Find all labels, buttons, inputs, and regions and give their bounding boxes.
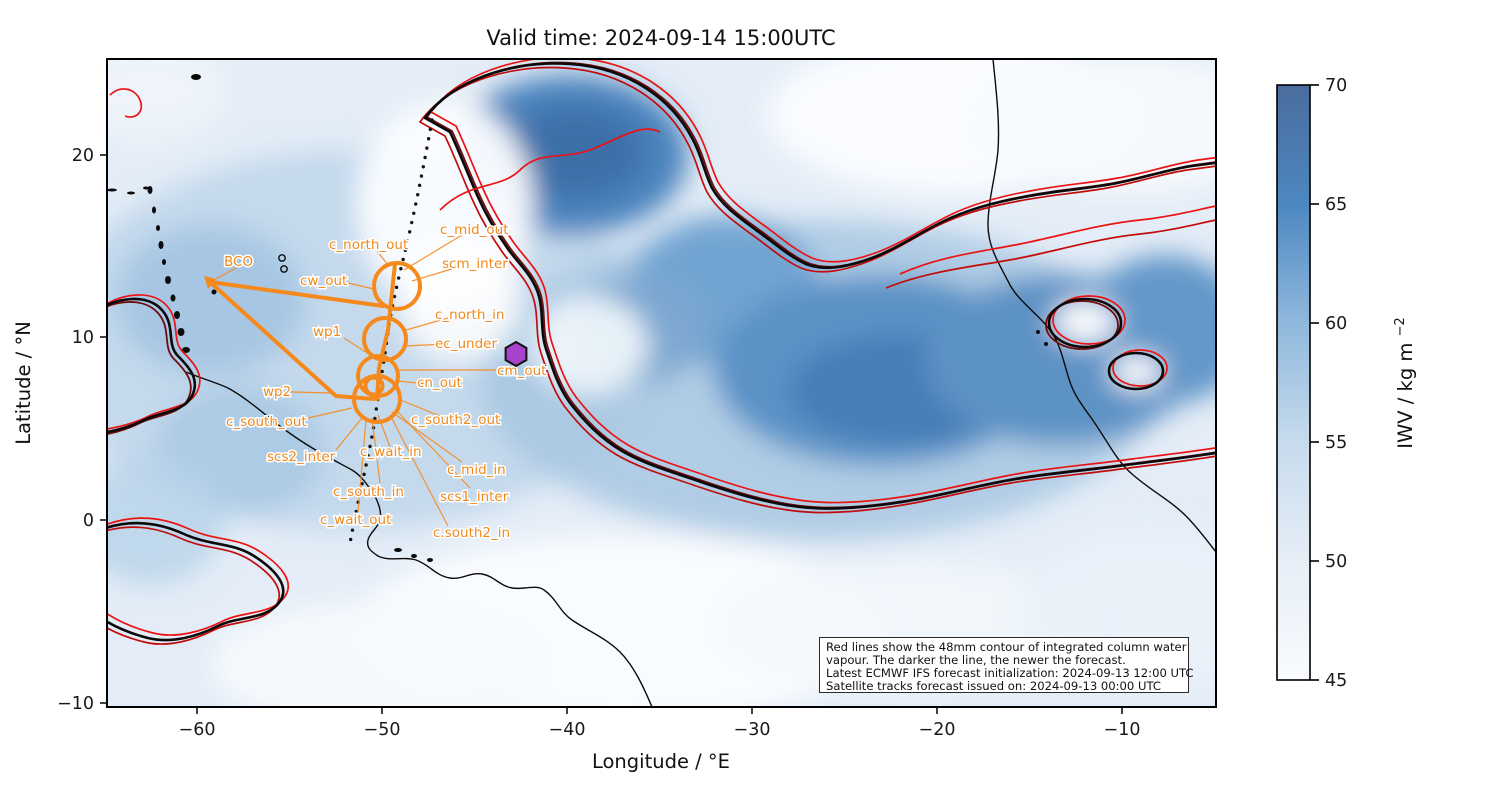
colorbar-label-main: IWV / kg m bbox=[1394, 343, 1417, 449]
waypoint-label-c-south-in: c_south_in bbox=[333, 484, 404, 500]
waypoint-label-cn-out: cn_out bbox=[417, 375, 462, 391]
x-axis bbox=[196, 707, 1123, 714]
waypoint-label-ec-under: ec_under bbox=[435, 336, 497, 352]
cb-tick-50: 50 bbox=[1325, 552, 1347, 572]
waypoint-label-c-north-in: c_north_in bbox=[435, 307, 504, 323]
cb-tick-70: 70 bbox=[1325, 76, 1347, 96]
x-tick--20: −20 bbox=[919, 720, 956, 740]
waypoint-labels: BCO cw_out c_north_out c_mid_out scm_int… bbox=[223, 221, 548, 543]
y-tick-20: 20 bbox=[72, 146, 94, 166]
flight-track bbox=[204, 234, 503, 527]
waypoint-label-wp1: wp1 bbox=[313, 324, 341, 340]
colorbar-ticks bbox=[1310, 84, 1319, 681]
waypoint-label-c-wait-out: c_wait_out bbox=[320, 512, 391, 528]
waypoint-label-cw-out: cw_out bbox=[300, 273, 347, 289]
colorbar-label: IWV / kg m −2 bbox=[1393, 317, 1417, 449]
infobox-line-2: vapour. The darker the line, the newer t… bbox=[826, 653, 1126, 667]
figure-title: Valid time: 2024-09-14 15:00UTC bbox=[486, 26, 835, 50]
waypoint-label-c-south-out: c_south_out bbox=[226, 414, 307, 430]
cb-tick-45: 45 bbox=[1325, 671, 1347, 691]
track-arrow bbox=[204, 276, 216, 289]
loiter-circle-c-north bbox=[372, 261, 422, 311]
y-axis-title: Latitude / °N bbox=[12, 321, 35, 445]
loiter-circle-c-south bbox=[352, 374, 402, 424]
colorbar-label-sup: −2 bbox=[1393, 317, 1408, 336]
waypoint-label-c-mid-out: c_mid_out bbox=[440, 222, 509, 238]
cb-tick-65: 65 bbox=[1325, 195, 1347, 215]
waypoint-label-bco: BCO bbox=[224, 254, 253, 270]
y-tick-10: 10 bbox=[72, 328, 94, 348]
waypoint-label-c-wait-in: c_wait_in bbox=[360, 444, 422, 460]
cb-tick-55: 55 bbox=[1325, 433, 1347, 453]
infobox-line-1: Red lines show the 48mm contour of integ… bbox=[826, 640, 1187, 654]
waypoint-label-c-north-out: c_north_out bbox=[329, 237, 408, 253]
waypoint-label-scm-inter: scm_inter bbox=[442, 256, 508, 272]
x-tick--60: −60 bbox=[179, 720, 216, 740]
loiter-circle-ec bbox=[362, 316, 408, 362]
waypoint-label-wp2: wp2 bbox=[263, 384, 291, 400]
x-tick-labels: −60 −50 −40 −30 −20 −10 bbox=[179, 720, 1141, 740]
y-tick--10: −10 bbox=[57, 694, 94, 714]
coastlines bbox=[107, 59, 1216, 707]
infobox-line-4: Satellite tracks forecast issued on: 202… bbox=[826, 679, 1161, 693]
x-tick--10: −10 bbox=[1104, 720, 1141, 740]
x-tick--50: −50 bbox=[364, 720, 401, 740]
waypoint-label-scs1-inter: scs1_inter bbox=[440, 489, 509, 505]
loiter-circle-c-mid bbox=[356, 354, 400, 398]
y-tick-0: 0 bbox=[83, 511, 94, 531]
label-leader-lines bbox=[209, 234, 503, 527]
waypoint-label-c-south2-out: c_south2_out bbox=[411, 412, 500, 428]
iwv-48mm-contours bbox=[107, 59, 1216, 645]
waypoint-label-c-mid-in: c_mid_in bbox=[447, 462, 506, 478]
infobox: Red lines show the 48mm contour of integ… bbox=[819, 637, 1194, 693]
colorbar-gradient bbox=[1276, 84, 1311, 681]
infobox-line-3: Latest ECMWF IFS forecast initialization… bbox=[826, 666, 1194, 680]
y-tick-labels: 20 10 0 −10 bbox=[57, 146, 94, 714]
waypoint-label-cm-out: cm_out bbox=[497, 363, 546, 379]
iwv-field bbox=[107, 59, 1216, 707]
y-axis bbox=[100, 154, 107, 704]
x-tick--30: −30 bbox=[734, 720, 771, 740]
map-frame bbox=[106, 58, 1217, 708]
waypoint-label-scs2-inter: scs2_inter bbox=[267, 449, 336, 465]
satellite-track-dotted bbox=[348, 118, 434, 545]
x-tick--40: −40 bbox=[549, 720, 586, 740]
hexagon-marker bbox=[504, 340, 528, 368]
x-axis-title: Longitude / °E bbox=[592, 750, 730, 773]
cb-tick-60: 60 bbox=[1325, 314, 1347, 334]
colorbar: 70 65 60 55 50 45 IWV / kg m −2 bbox=[1276, 76, 1417, 691]
waypoint-label-c-south2-in: c.south2_in bbox=[433, 525, 510, 541]
